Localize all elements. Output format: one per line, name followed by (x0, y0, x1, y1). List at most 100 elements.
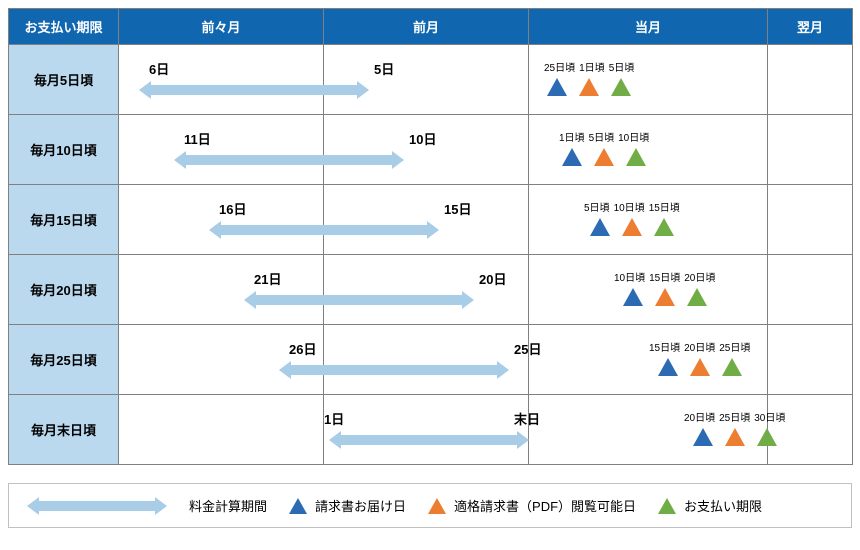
legend-pdf-label: 適格請求書（PDF）閲覧可能日 (454, 496, 636, 515)
col-header-next: 翌月 (768, 9, 853, 45)
triangle-delivery-icon (562, 148, 582, 166)
table-row: 毎月5日頃6日5日 25日頃 1日頃 5日頃 (9, 45, 853, 115)
triangle-label: 15日頃 (649, 269, 680, 284)
cell-next (768, 45, 853, 115)
triangle-row (623, 288, 707, 306)
triangle-pdf-icon (725, 428, 745, 446)
row-header: 毎月5日頃 (9, 45, 119, 115)
triangle-group: 1日頃 5日頃10日頃 (559, 129, 649, 166)
table-row: 毎月25日頃26日25日 15日頃 20日頃 25日頃 (9, 325, 853, 395)
triangle-pdf-icon (579, 78, 599, 96)
cell-prev2: 6日5日 (119, 45, 324, 115)
cell-next (768, 255, 853, 325)
cell-prev2: 11日10日 (119, 115, 324, 185)
cell-curr: 15日頃 20日頃 25日頃 (529, 325, 768, 395)
triangle-green-icon (658, 498, 676, 514)
cell-next (768, 185, 853, 255)
row-header: 毎月20日頃 (9, 255, 119, 325)
cell-prev1 (324, 45, 529, 115)
triangle-group: 10日頃 15日頃 20日頃 (614, 269, 715, 306)
arrow-start-label: 11日 (184, 129, 211, 148)
triangle-row (547, 78, 631, 96)
cell-curr: 1日頃 5日頃10日頃 (529, 115, 768, 185)
triangle-pdf-icon (655, 288, 675, 306)
triangle-labels: 1日頃 5日頃10日頃 (559, 129, 649, 144)
triangle-label: 1日頃 (559, 129, 585, 144)
legend-pdf: 適格請求書（PDF）閲覧可能日 (428, 496, 636, 515)
triangle-delivery-icon (590, 218, 610, 236)
cell-next (768, 395, 853, 465)
triangle-label: 20日頃 (684, 409, 715, 424)
cell-curr: 5日頃 10日頃 15日頃 (529, 185, 768, 255)
cell-curr: 20日頃25日頃30日頃 (529, 395, 768, 465)
row-header: 毎月25日頃 (9, 325, 119, 395)
triangle-row (693, 428, 777, 446)
triangle-row (562, 148, 646, 166)
cell-curr: 25日頃 1日頃 5日頃 (529, 45, 768, 115)
cell-prev2: 21日20日 (119, 255, 324, 325)
table-row: 毎月20日頃21日20日 10日頃 15日頃 20日頃 (9, 255, 853, 325)
triangle-delivery-icon (693, 428, 713, 446)
triangle-group: 15日頃 20日頃 25日頃 (649, 339, 750, 376)
triangle-label: 15日頃 (649, 339, 680, 354)
triangle-label: 5日頃 (584, 199, 610, 214)
arrow-start-label: 6日 (149, 59, 169, 78)
triangle-pdf-icon (690, 358, 710, 376)
row-header: 毎月10日頃 (9, 115, 119, 185)
cell-prev1 (324, 325, 529, 395)
triangle-labels: 10日頃 15日頃 20日頃 (614, 269, 715, 284)
legend-deadline: お支払い期限 (658, 496, 762, 515)
triangle-orange-icon (428, 498, 446, 514)
triangle-label: 10日頃 (614, 199, 645, 214)
table-row: 毎月15日頃16日15日 5日頃 10日頃 15日頃 (9, 185, 853, 255)
legend-arrow-icon (27, 499, 167, 513)
triangle-label: 20日頃 (684, 339, 715, 354)
legend-period-label: 料金計算期間 (189, 496, 267, 515)
col-header-prev1: 前月 (324, 9, 529, 45)
triangle-pdf-icon (622, 218, 642, 236)
col-header-curr: 当月 (529, 9, 768, 45)
triangle-deadline-icon (687, 288, 707, 306)
triangle-deadline-icon (654, 218, 674, 236)
triangle-label: 1日頃 (579, 59, 605, 74)
cell-prev1 (324, 115, 529, 185)
triangle-deadline-icon (611, 78, 631, 96)
cell-prev2: 1日末日 (119, 395, 324, 465)
legend-deadline-label: お支払い期限 (684, 496, 762, 515)
triangle-label: 20日頃 (684, 269, 715, 284)
triangle-pdf-icon (594, 148, 614, 166)
triangle-label: 10日頃 (618, 129, 649, 144)
cell-curr: 10日頃 15日頃 20日頃 (529, 255, 768, 325)
triangle-label: 25日頃 (719, 339, 750, 354)
cell-next (768, 115, 853, 185)
triangle-label: 25日頃 (719, 409, 750, 424)
row-header: 毎月末日頃 (9, 395, 119, 465)
cell-prev1 (324, 395, 529, 465)
legend: 料金計算期間 請求書お届け日 適格請求書（PDF）閲覧可能日 お支払い期限 (8, 483, 852, 528)
triangle-delivery-icon (623, 288, 643, 306)
triangle-delivery-icon (547, 78, 567, 96)
cell-prev1 (324, 255, 529, 325)
table-row: 毎月末日頃1日末日20日頃25日頃30日頃 (9, 395, 853, 465)
triangle-blue-icon (289, 498, 307, 514)
triangle-label: 5日頃 (609, 59, 635, 74)
row-header: 毎月15日頃 (9, 185, 119, 255)
triangle-label: 10日頃 (614, 269, 645, 284)
triangle-group: 5日頃 10日頃 15日頃 (584, 199, 680, 236)
triangle-row (658, 358, 742, 376)
legend-delivery: 請求書お届け日 (289, 496, 406, 515)
col-header-deadline: お支払い期限 (9, 9, 119, 45)
cell-prev2: 26日25日 (119, 325, 324, 395)
cell-prev1 (324, 185, 529, 255)
triangle-deadline-icon (722, 358, 742, 376)
legend-delivery-label: 請求書お届け日 (315, 496, 406, 515)
triangle-group: 25日頃 1日頃 5日頃 (544, 59, 634, 96)
schedule-table: お支払い期限 前々月 前月 当月 翌月 毎月5日頃6日5日25日頃1日頃5日頃毎… (8, 8, 853, 465)
cell-prev2: 16日15日 (119, 185, 324, 255)
triangle-label: 25日頃 (544, 59, 575, 74)
triangle-labels: 15日頃 20日頃 25日頃 (649, 339, 750, 354)
triangle-label: 5日頃 (589, 129, 615, 144)
triangle-label: 15日頃 (649, 199, 680, 214)
header-row: お支払い期限 前々月 前月 当月 翌月 (9, 9, 853, 45)
triangle-labels: 25日頃 1日頃 5日頃 (544, 59, 634, 74)
